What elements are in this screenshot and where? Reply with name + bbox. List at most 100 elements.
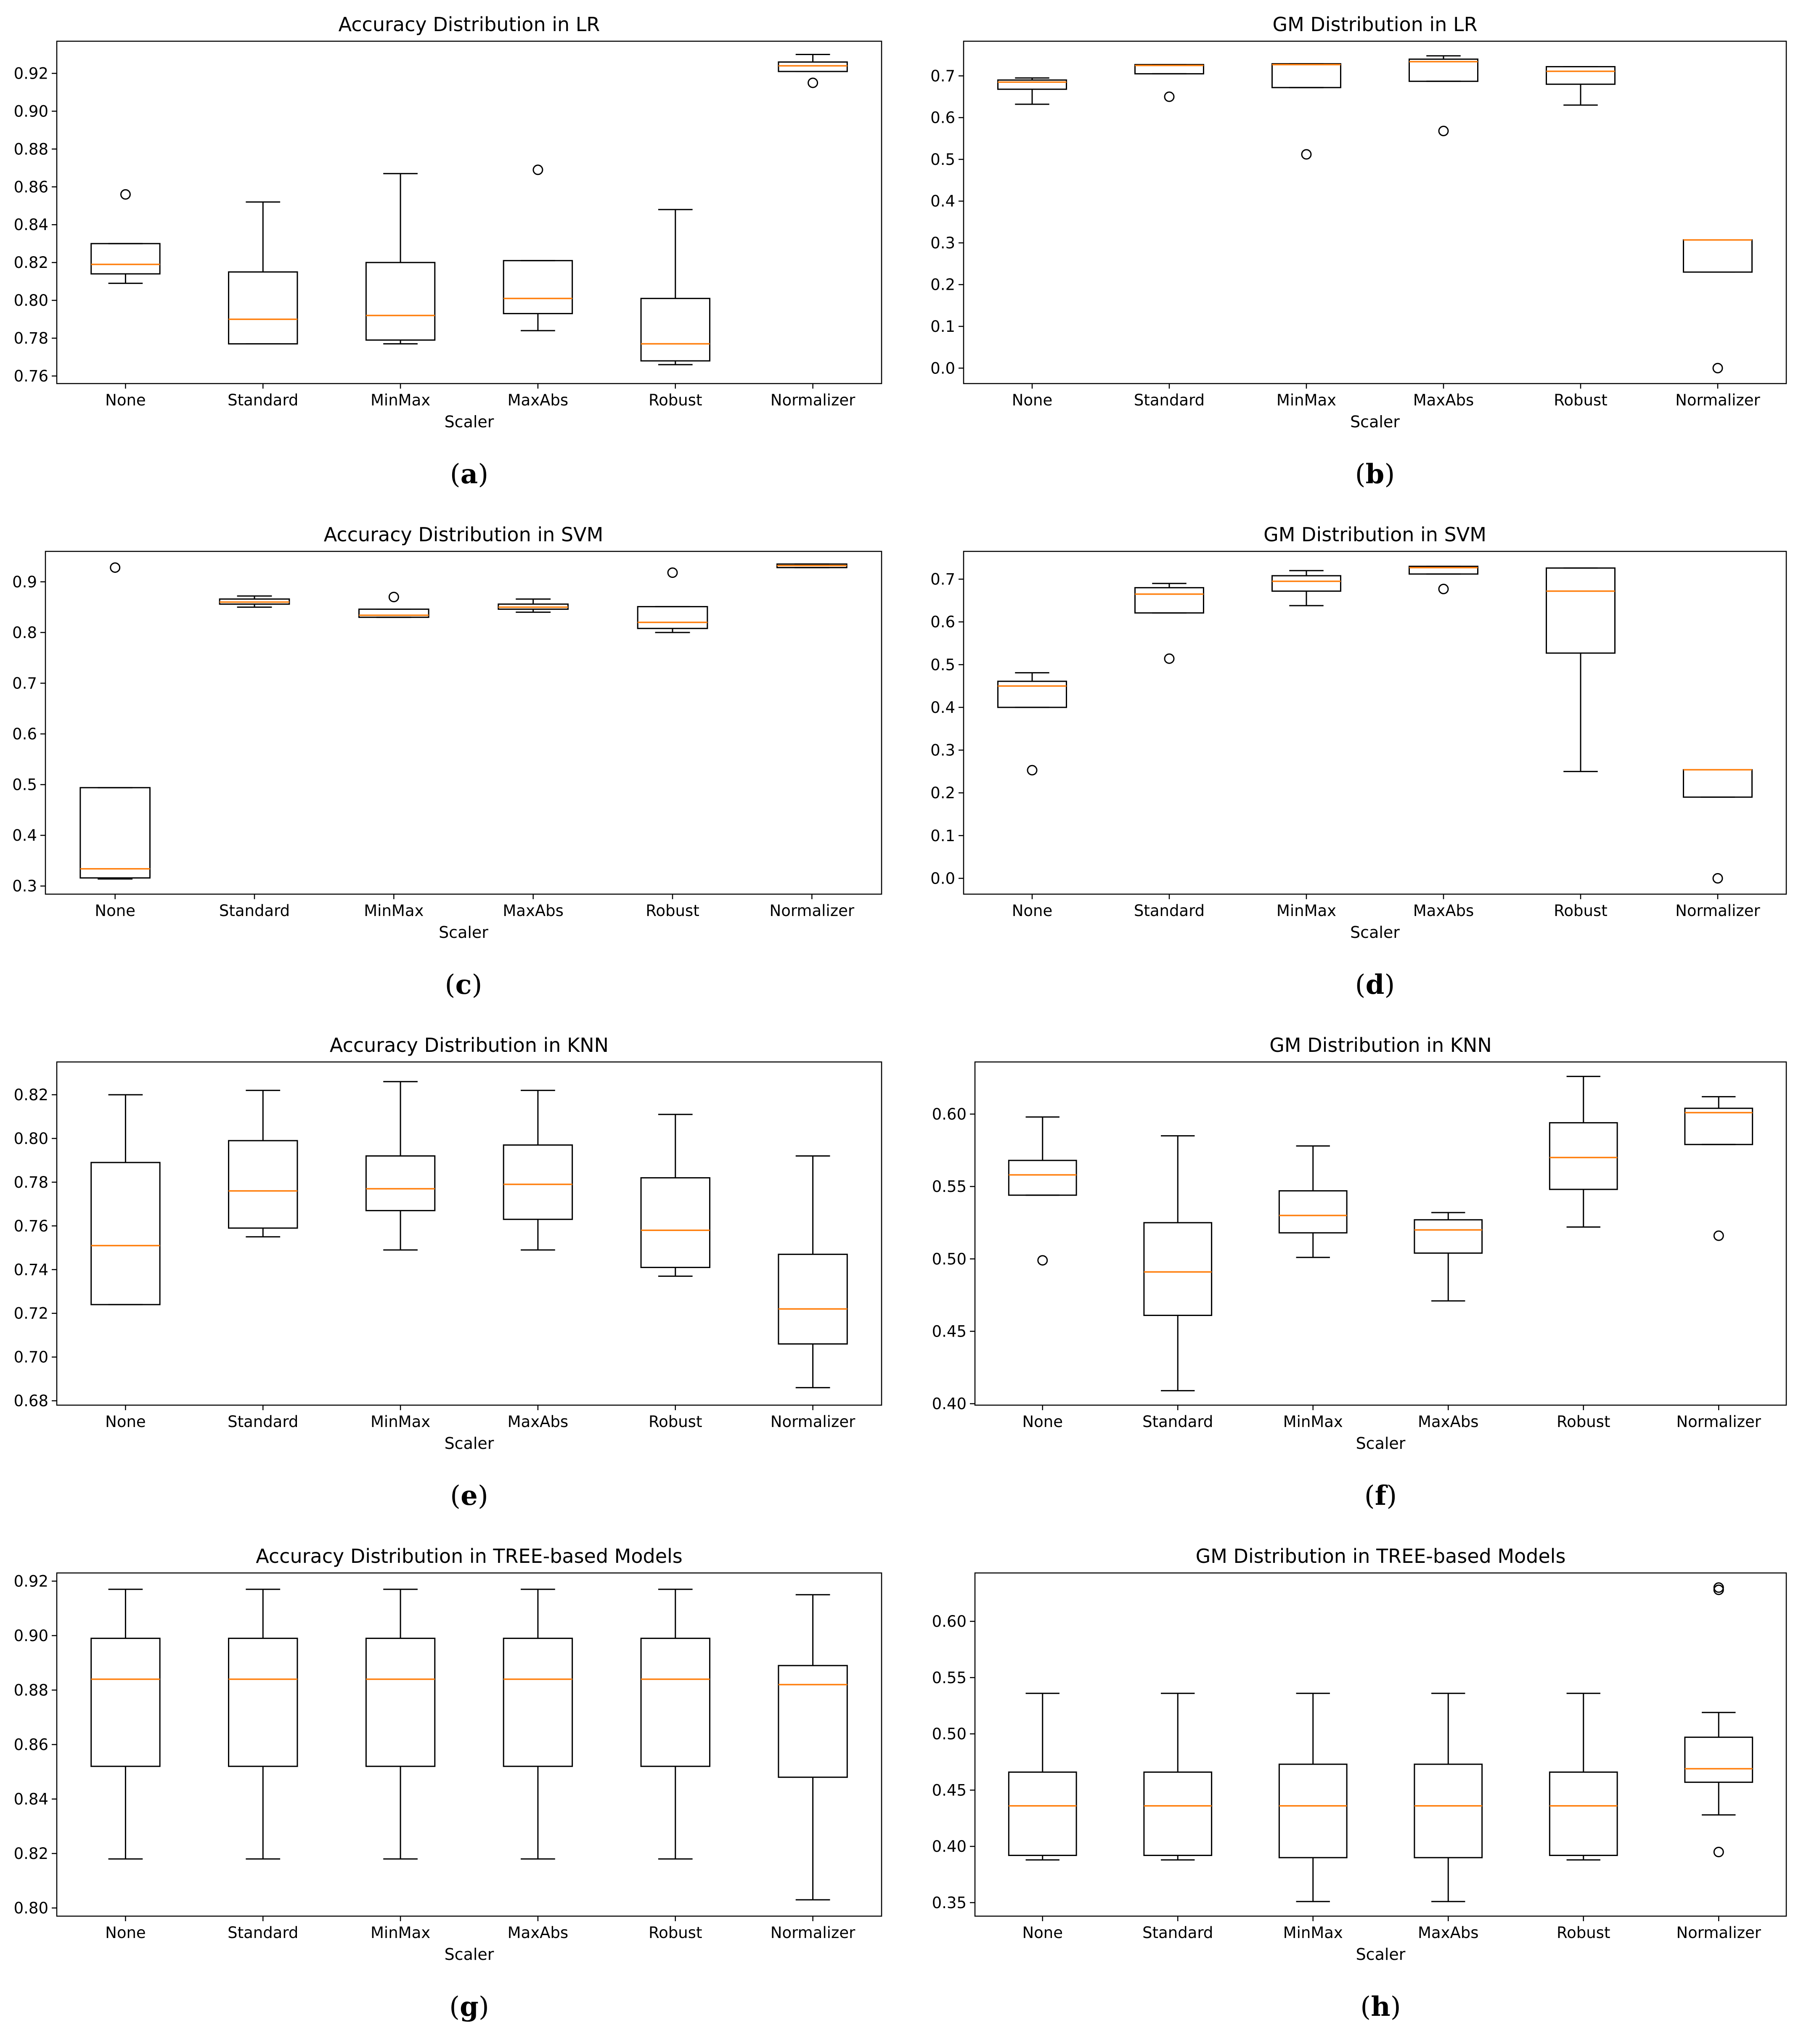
panel-caption: (h) — [1360, 1991, 1401, 2023]
box-robust — [640, 1114, 710, 1277]
panel-caption-letter: c — [456, 969, 472, 1001]
iqr-box — [90, 243, 161, 275]
iqr-box — [640, 1637, 710, 1767]
y-tick-label: 0.40 — [932, 1395, 967, 1413]
panel-caption-letter: b — [1366, 458, 1385, 490]
box-standard — [228, 1589, 298, 1860]
iqr-box — [997, 680, 1067, 708]
outlier-point — [532, 164, 543, 175]
iqr-box — [640, 298, 710, 362]
x-tick-label: MaxAbs — [1413, 902, 1474, 920]
outlier-point — [1301, 149, 1312, 160]
plot-frame — [45, 551, 882, 895]
iqr-box — [1143, 1771, 1213, 1856]
x-tick-label: Standard — [228, 1924, 298, 1942]
x-tick-label: Standard — [228, 391, 298, 409]
x-tick-label: Standard — [228, 1413, 298, 1431]
box-normalizer — [1683, 239, 1753, 373]
y-tick-label: 0.86 — [14, 1736, 48, 1754]
box-minmax — [1271, 63, 1341, 160]
panel-caption: (c) — [445, 969, 482, 1001]
y-tick-label: 0.76 — [14, 367, 48, 385]
iqr-box — [365, 1637, 436, 1767]
iqr-box — [228, 1140, 298, 1229]
y-tick-label: 0.1 — [930, 318, 955, 336]
box-none — [997, 77, 1067, 105]
y-tick-label: 0.7 — [930, 67, 955, 85]
x-tick-label: Robust — [1557, 1413, 1610, 1431]
iqr-box — [1684, 1737, 1753, 1783]
box-robust — [1546, 567, 1616, 772]
x-tick-label: MinMax — [1283, 1413, 1343, 1431]
x-tick-label: MinMax — [371, 1924, 430, 1942]
chart-title: Accuracy Distribution in TREE-based Mode… — [256, 1545, 683, 1567]
plot-frame — [56, 1061, 882, 1406]
iqr-box — [365, 262, 436, 341]
box-maxabs — [503, 164, 573, 331]
iqr-box — [1008, 1771, 1077, 1856]
box-normalizer — [778, 1594, 848, 1901]
x-tick-label: Robust — [1557, 1924, 1610, 1942]
box-normalizer — [776, 563, 848, 569]
iqr-box — [503, 1144, 573, 1220]
panel-caption-letter: f — [1375, 1480, 1388, 1512]
y-tick-label: 0.50 — [932, 1725, 967, 1743]
x-tick-label: Robust — [646, 902, 699, 920]
y-tick-label: 0.2 — [930, 276, 955, 294]
iqr-box — [1546, 66, 1616, 85]
box-minmax — [1278, 1692, 1348, 1902]
x-tick-label: Standard — [219, 902, 290, 920]
x-tick-label: Robust — [649, 391, 702, 409]
box-robust — [637, 567, 708, 633]
x-axis-label: Scaler — [445, 1434, 494, 1453]
y-tick-label: 0.4 — [930, 192, 955, 210]
chart-title: GM Distribution in SVM — [1263, 523, 1486, 546]
chart-panel-h: GM Distribution in TREE-based Models 0.35… — [932, 1545, 1787, 2023]
y-tick-label: 0.3 — [930, 741, 955, 760]
y-tick-label: 0.80 — [14, 1899, 48, 1917]
iqr-box — [90, 1637, 161, 1767]
iqr-box — [1278, 1763, 1348, 1859]
y-tick-label: 0.7 — [12, 674, 37, 692]
plot-frame — [974, 1061, 1787, 1406]
y-tick-label: 0.7 — [930, 570, 955, 588]
panel-caption-letter: a — [461, 458, 478, 490]
box-robust — [1549, 1692, 1618, 1861]
iqr-box — [79, 787, 151, 879]
box-normalizer — [778, 1155, 848, 1388]
panel-caption: (d) — [1355, 969, 1395, 1001]
y-tick-label: 0.55 — [932, 1669, 967, 1687]
x-axis-label: Scaler — [439, 923, 488, 942]
box-standard — [1143, 1692, 1213, 1861]
x-tick-label: Standard — [1142, 1924, 1213, 1942]
panel-caption-letter: h — [1371, 1991, 1391, 2023]
x-tick-label: MinMax — [1277, 391, 1336, 409]
plot-frame — [963, 551, 1787, 895]
y-tick-label: 0.6 — [930, 613, 955, 631]
x-tick-label: Robust — [1554, 391, 1607, 409]
y-tick-label: 0.0 — [930, 869, 955, 887]
outlier-point — [1713, 1230, 1724, 1241]
x-tick-label: Standard — [1142, 1413, 1213, 1431]
x-tick-label: MinMax — [364, 902, 424, 920]
plot-frame — [974, 1572, 1787, 1917]
iqr-box — [1683, 239, 1753, 273]
iqr-box — [1008, 1160, 1077, 1196]
box-minmax — [365, 1589, 436, 1860]
panel-caption: (e) — [450, 1480, 488, 1512]
x-tick-label: Normalizer — [1675, 391, 1760, 409]
iqr-box — [358, 608, 429, 618]
box-none — [90, 1094, 161, 1305]
outlier-point — [1438, 125, 1449, 136]
iqr-box — [228, 271, 298, 345]
x-tick-label: Normalizer — [1676, 1924, 1761, 1942]
box-standard — [219, 595, 290, 608]
x-tick-label: Standard — [1134, 391, 1205, 409]
y-tick-label: 0.60 — [932, 1105, 967, 1123]
x-tick-label: Robust — [649, 1924, 702, 1942]
chart-panel-d: GM Distribution in SVM 0.0 0.1 0.2 0.3 0.4 0.5… — [930, 523, 1787, 1001]
iqr-box — [1271, 63, 1341, 88]
x-tick-label: MinMax — [371, 391, 430, 409]
x-tick-label: MaxAbs — [1413, 391, 1474, 409]
box-none — [1008, 1116, 1077, 1266]
